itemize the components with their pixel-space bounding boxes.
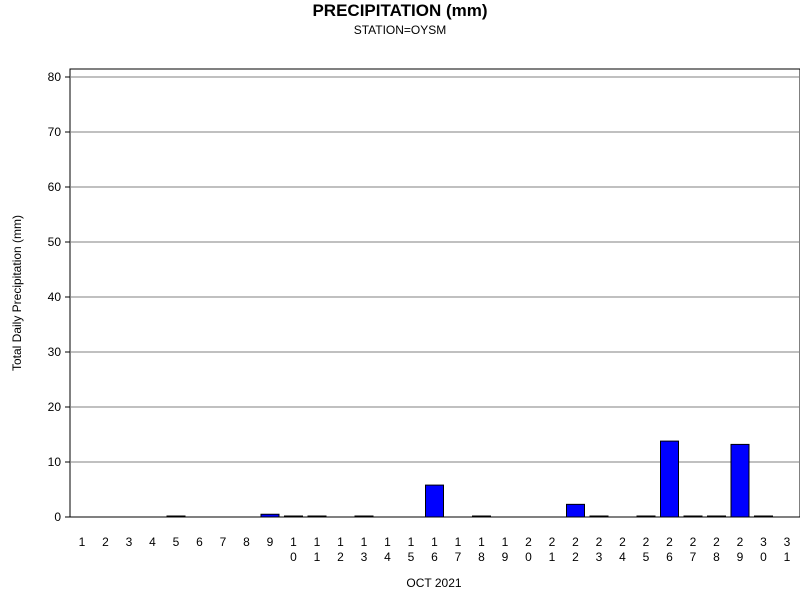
x-tick-label: 7 [220, 535, 227, 549]
x-axis-ticks: 1 2 3 4 5 6 7 8 9 1 01 11 21 31 41 51 61 71 81 92 02 12 22 32 42… [79, 535, 791, 564]
x-tick-label: 8 [243, 535, 250, 549]
x-tick-label: 2 [102, 535, 109, 549]
chart-subtitle: STATION=OYSM [353, 23, 447, 37]
bar-day-13 [354, 515, 374, 518]
bar-day-30 [754, 515, 773, 518]
x-tick-label: 4 [149, 535, 156, 549]
bar-day-18 [472, 515, 491, 518]
bars [166, 440, 773, 518]
chart-title: PRECIPITATION (mm) [312, 1, 488, 20]
plot-frame [69, 68, 800, 518]
y-axis-label: Total Daily Precipitation (mm) [10, 215, 24, 371]
x-tick-label: 6 [196, 535, 203, 549]
y-tick-label: 60 [48, 180, 62, 194]
bar-day-22 [566, 503, 585, 518]
grid-lines [70, 76, 800, 518]
bar-day-23 [589, 515, 609, 518]
bar-day-9 [260, 513, 280, 518]
bar-day-26 [660, 440, 679, 518]
y-tick-label: 20 [48, 400, 62, 414]
y-axis-ticks: 0 10 20 30 40 50 60 70 80 [48, 70, 70, 524]
y-tick-label: 70 [48, 125, 62, 139]
bar-day-28 [707, 515, 726, 518]
bar-day-11 [307, 515, 327, 518]
bar-day-29 [730, 443, 750, 518]
y-tick-label: 80 [48, 70, 62, 84]
y-tick-label: 10 [48, 455, 62, 469]
x-tick-label: 3 [126, 535, 133, 549]
y-tick-label: 50 [48, 235, 62, 249]
x-tick-label: 9 [267, 535, 274, 549]
bar-day-16 [425, 484, 444, 518]
y-tick-label: 40 [48, 290, 62, 304]
y-tick-label: 0 [54, 510, 61, 524]
y-tick-label: 30 [48, 345, 62, 359]
bar-day-5 [166, 515, 186, 518]
x-axis-label: OCT 2021 [406, 576, 461, 590]
x-tick-label: 5 [173, 535, 180, 549]
bar-day-10 [284, 515, 303, 518]
x-tick-label: 1 [79, 535, 86, 549]
bar-day-25 [636, 515, 656, 518]
bar-day-27 [683, 515, 703, 518]
